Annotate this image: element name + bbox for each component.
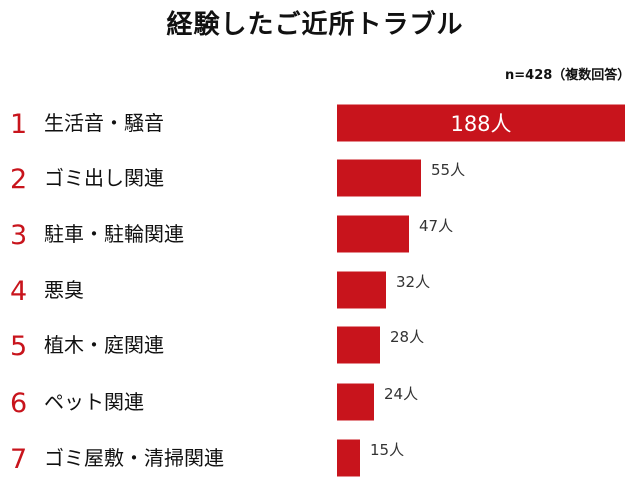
category-label: 生活音・騒音: [44, 111, 164, 135]
category-label: ペット関連: [44, 390, 144, 414]
bar: [337, 271, 386, 309]
category-label: 植木・庭関連: [44, 333, 164, 357]
value-label: 32人: [396, 273, 430, 291]
rank-number: 3: [10, 220, 27, 251]
value-label: 47人: [419, 217, 453, 235]
rank-number: 2: [10, 164, 27, 195]
value-label: 24人: [384, 385, 418, 403]
bar: [337, 383, 374, 421]
category-label: ゴミ屋敷・清掃関連: [44, 446, 224, 470]
bar: [337, 215, 409, 253]
rank-number: 6: [10, 388, 27, 419]
category-label: 悪臭: [44, 278, 84, 302]
category-label: ゴミ出し関連: [44, 166, 164, 190]
bar: [337, 159, 421, 197]
value-label: 188人: [450, 112, 511, 136]
bar: [337, 326, 380, 364]
bar: [337, 104, 625, 142]
chart-title: 経験したご近所トラブル: [166, 10, 464, 40]
value-label: 15人: [370, 441, 404, 459]
category-label: 駐車・駐輪関連: [44, 222, 184, 246]
rank-number: 7: [10, 444, 27, 475]
rank-number: 5: [10, 331, 27, 362]
value-label: 55人: [431, 161, 465, 179]
rank-number: 4: [10, 276, 27, 307]
bar: [337, 439, 360, 477]
sample-size-note: n=428（複数回答）: [505, 68, 630, 83]
value-label: 28人: [390, 328, 424, 346]
rank-number: 1: [10, 109, 27, 140]
